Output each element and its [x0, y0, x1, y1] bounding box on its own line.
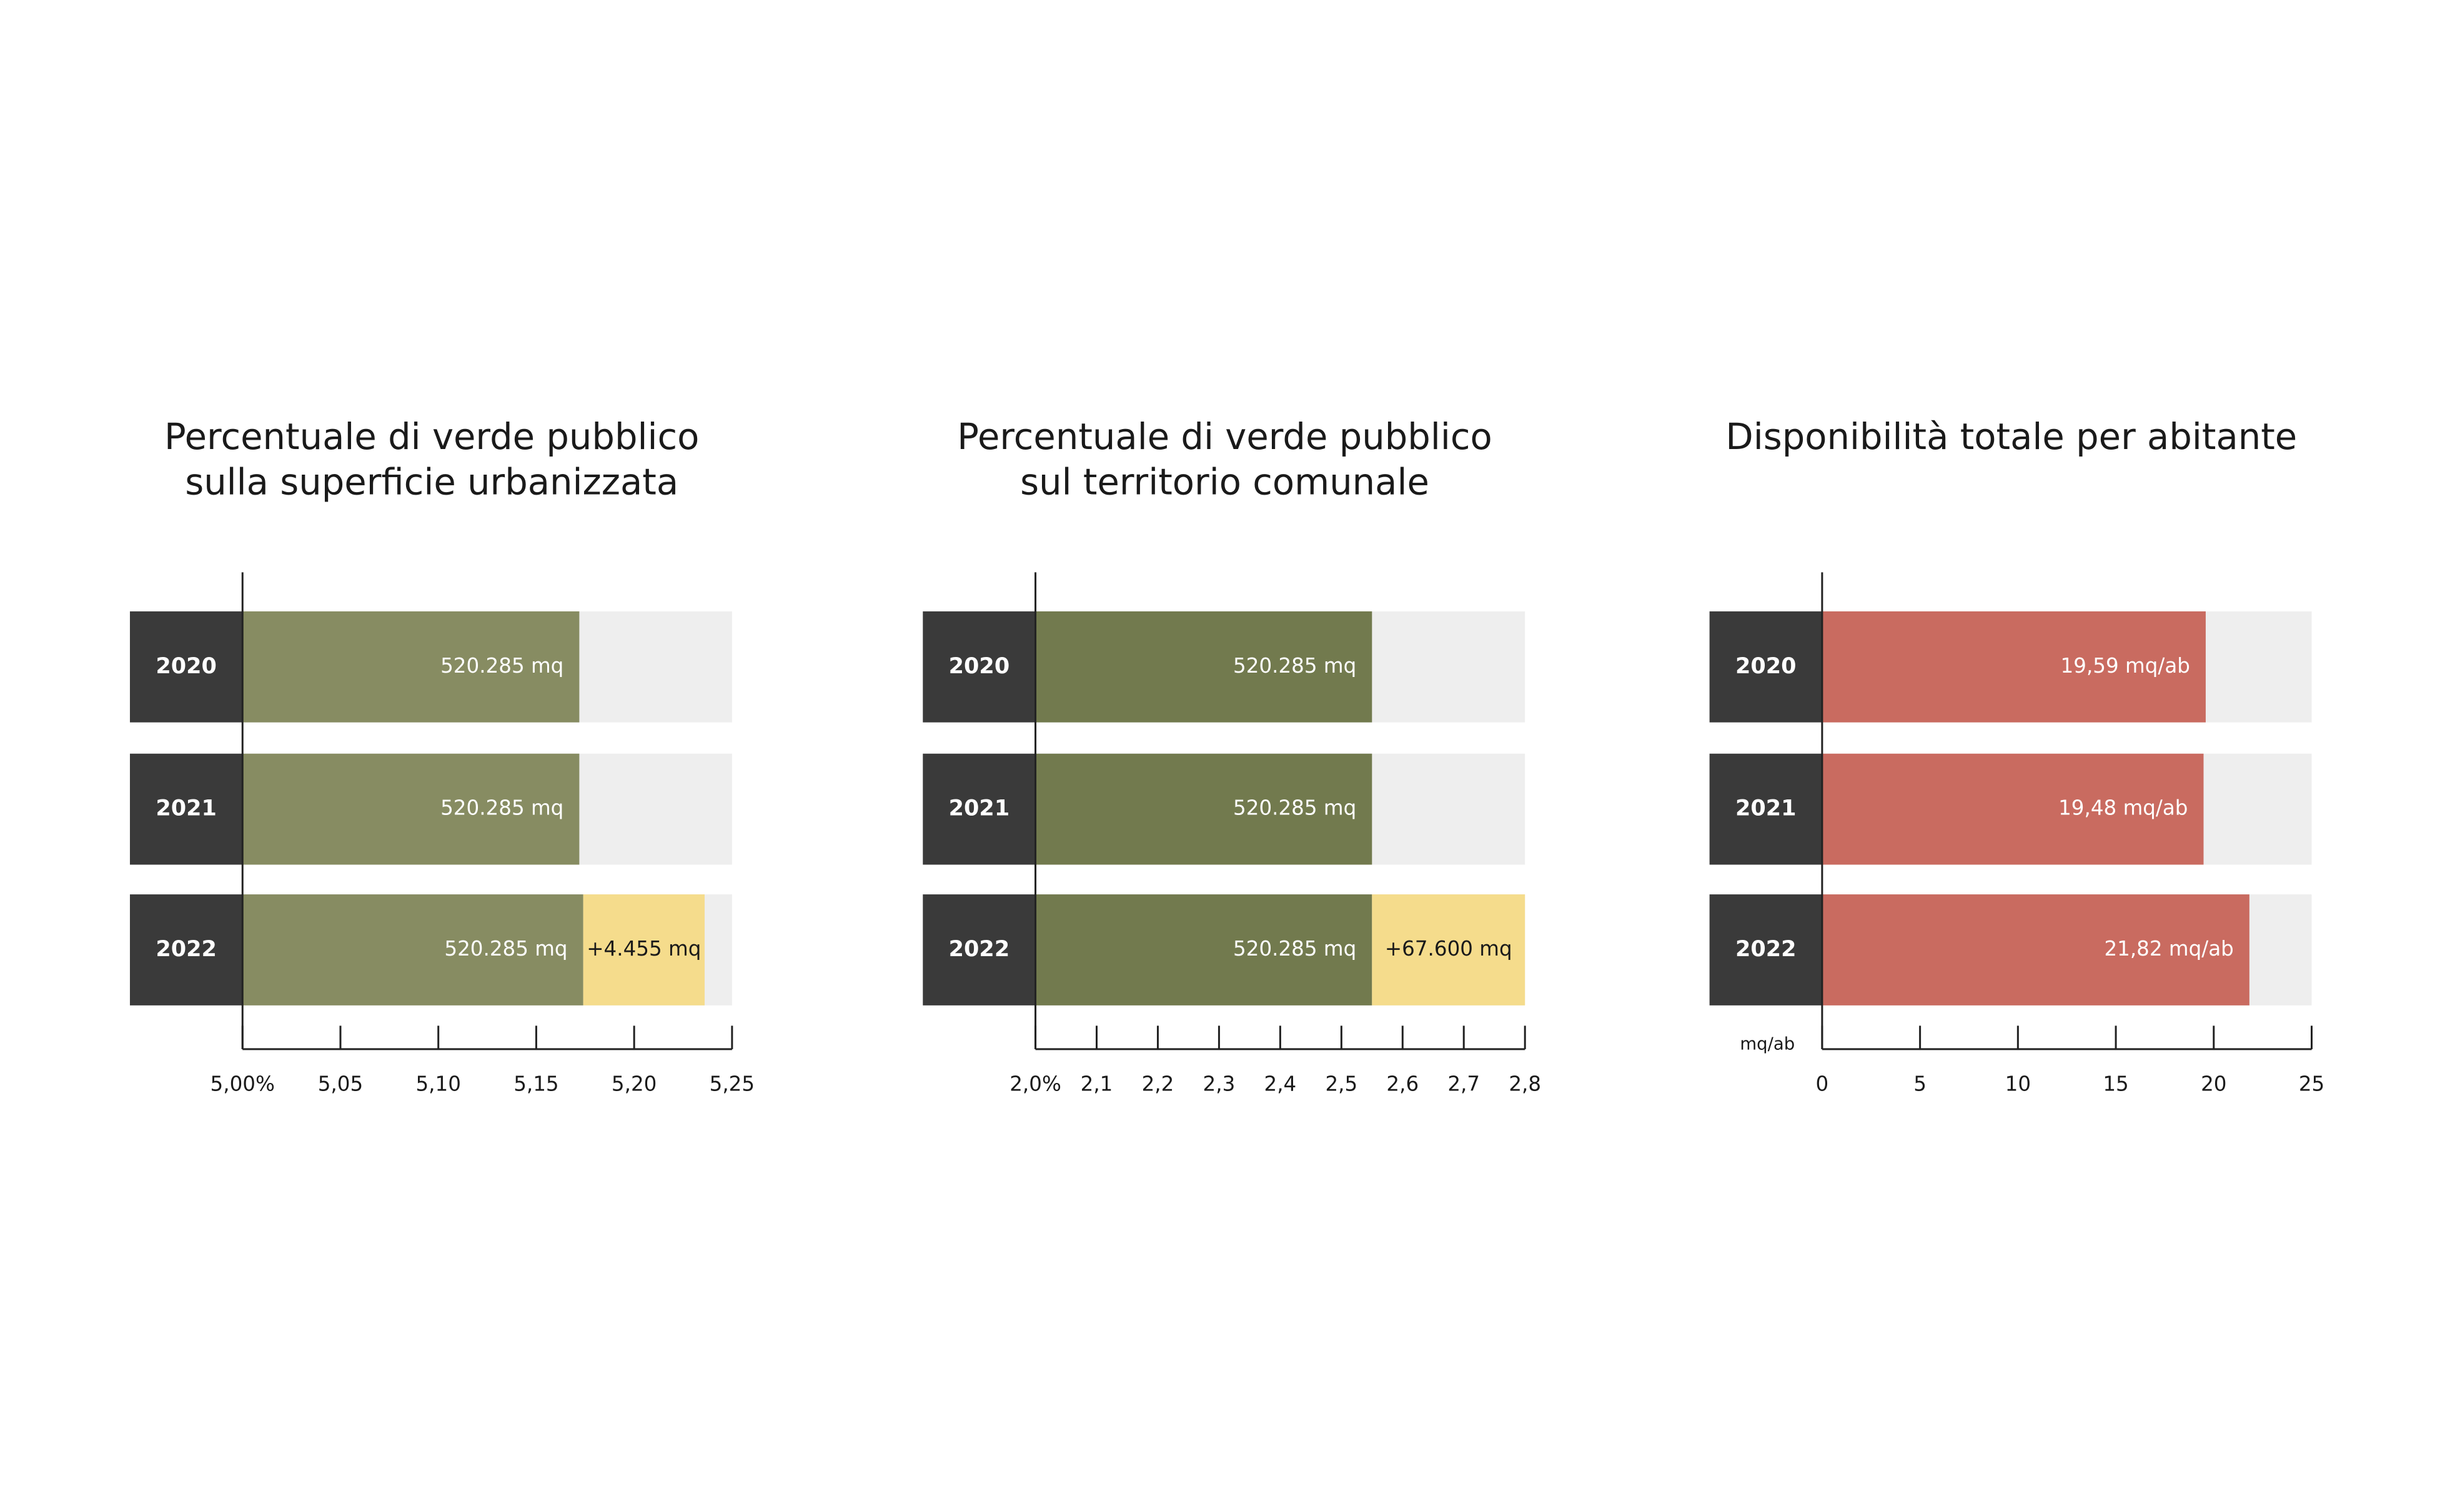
x-tick-label: 2,8 — [1509, 1072, 1541, 1096]
category-label: 2021 — [949, 796, 1010, 821]
x-tick-label: 2,0% — [1009, 1072, 1061, 1096]
bar-label: 19,59 mq/ab — [2061, 654, 2190, 678]
category-box — [923, 894, 1036, 1006]
bar-label: 520.285 mq — [1233, 937, 1356, 961]
x-tick-label: 25 — [2299, 1072, 2324, 1096]
bar-label: 520.285 mq — [440, 654, 563, 678]
x-tick-label: 5,00% — [211, 1072, 275, 1096]
x-tick-label: 2,3 — [1203, 1072, 1236, 1096]
x-tick-label: 15 — [2103, 1072, 2128, 1096]
bar-label: 21,82 mq/ab — [2104, 937, 2233, 961]
x-tick-label: 0 — [1816, 1072, 1829, 1096]
bar — [242, 753, 580, 865]
category-label: 2020 — [156, 653, 217, 679]
bar-label: 520.285 mq — [1233, 796, 1356, 820]
bar-label: 520.285 mq — [1233, 654, 1356, 678]
increment-label: +4.455 mq — [587, 937, 701, 961]
category-box — [1709, 611, 1822, 723]
chart-title: sulla superficie urbanizzata — [185, 462, 678, 503]
x-tick-label: 2,5 — [1325, 1072, 1357, 1096]
bar — [1822, 753, 2204, 865]
x-tick-label: 2,4 — [1264, 1072, 1297, 1096]
category-label: 2021 — [156, 796, 217, 821]
bar-label: 520.285 mq — [444, 937, 567, 961]
chart-title: Disponibilità totale per abitante — [1725, 416, 2297, 458]
x-unit-label: mq/ab — [1740, 1034, 1795, 1054]
category-label: 2022 — [949, 936, 1010, 962]
category-label: 2021 — [1735, 796, 1797, 821]
bar-label: 19,48 mq/ab — [2058, 796, 2188, 820]
category-box — [923, 753, 1036, 865]
x-tick-label: 5,05 — [318, 1072, 363, 1096]
x-tick-label: 2,6 — [1386, 1072, 1419, 1096]
category-box — [923, 611, 1036, 723]
x-tick-label: 10 — [2005, 1072, 2031, 1096]
category-box — [1709, 753, 1822, 865]
bar — [1035, 611, 1372, 723]
increment-label: +67.600 mq — [1385, 937, 1512, 961]
category-box — [129, 753, 243, 865]
category-label: 2020 — [949, 653, 1010, 679]
bar — [1035, 753, 1372, 865]
chart-title: Percentuale di verde pubblico — [957, 416, 1492, 458]
x-tick-label: 2,7 — [1447, 1072, 1480, 1096]
x-tick-label: 5,25 — [710, 1072, 755, 1096]
category-box — [1709, 894, 1822, 1006]
bar — [242, 894, 583, 1006]
x-tick-label: 20 — [2201, 1072, 2226, 1096]
x-tick-label: 5,15 — [513, 1072, 558, 1096]
x-tick-label: 2,2 — [1142, 1072, 1174, 1096]
bar — [1822, 611, 2206, 723]
category-label: 2022 — [156, 936, 217, 962]
bar — [1822, 894, 2249, 1006]
category-box — [129, 894, 243, 1006]
bar — [583, 894, 705, 1006]
x-tick-label: 5 — [1913, 1072, 1927, 1096]
category-label: 2022 — [1735, 936, 1797, 962]
x-tick-label: 2,1 — [1081, 1072, 1113, 1096]
bar — [1372, 894, 1525, 1006]
chart-title: Percentuale di verde pubblico — [164, 416, 699, 458]
bar — [1035, 894, 1372, 1006]
category-label: 2020 — [1735, 653, 1797, 679]
category-box — [129, 611, 243, 723]
bar-label: 520.285 mq — [440, 796, 563, 820]
chart-title: sul territorio comunale — [1020, 462, 1429, 503]
x-tick-label: 5,10 — [415, 1072, 460, 1096]
bar — [242, 611, 580, 723]
x-tick-label: 5,20 — [612, 1072, 657, 1096]
